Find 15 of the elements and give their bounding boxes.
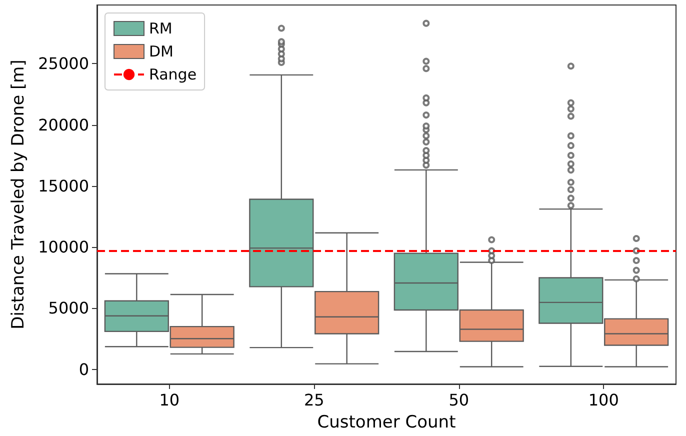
y-tick-label: 5000 [48, 298, 89, 318]
x-axis-title: Customer Count [317, 412, 456, 432]
y-tick-label: 25000 [38, 54, 89, 74]
y-tick-label: 10000 [38, 238, 89, 257]
legend-label: Range [149, 66, 197, 84]
x-tick-label: 50 [448, 390, 470, 410]
x-tick-label: 100 [588, 390, 619, 410]
x-tick-label: 10 [159, 390, 180, 410]
y-tick-label: 20000 [38, 115, 89, 134]
x-tick-label: 25 [304, 390, 324, 410]
y-tick-label: 15000 [38, 176, 89, 196]
legend-label: RM [149, 20, 172, 38]
y-axis-title: Distance Traveled by Drone [m] [8, 60, 29, 330]
y-tick-label: 0 [78, 360, 89, 379]
legend-label: DM [149, 42, 174, 60]
